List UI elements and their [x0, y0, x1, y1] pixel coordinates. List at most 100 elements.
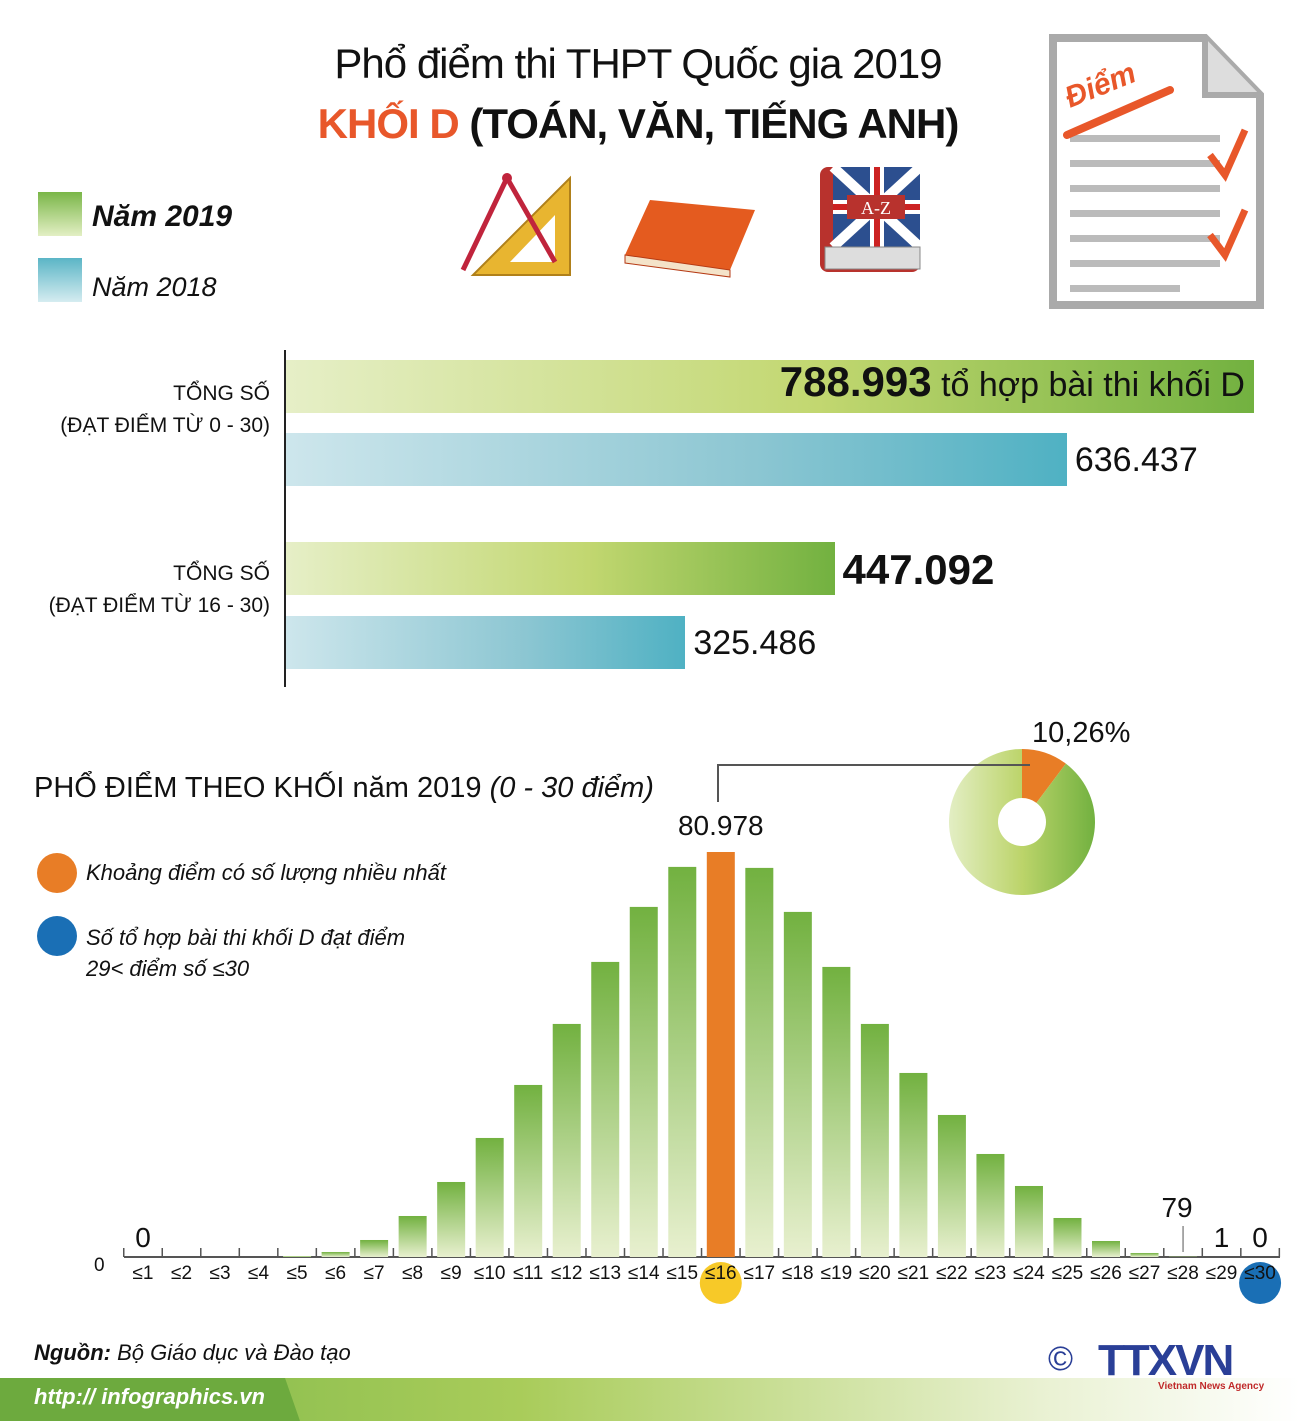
- x-tick-label: ≤30: [1244, 1263, 1276, 1284]
- legend-dot-top: [37, 916, 77, 956]
- histogram-bar: [437, 1181, 466, 1257]
- x-tick-label: ≤2: [171, 1263, 193, 1284]
- x-tick-label: ≤28: [1167, 1263, 1199, 1284]
- x-tick-label: ≤17: [743, 1263, 776, 1284]
- pie-slice: [948, 749, 1095, 895]
- x-tick-label: ≤8: [402, 1263, 424, 1284]
- bar-value-label: 636.437: [1074, 441, 1198, 479]
- histogram-bar: [321, 1251, 350, 1257]
- x-tick-label: ≤21: [897, 1263, 930, 1284]
- histogram-bar: [475, 1137, 504, 1257]
- histogram-bar: [398, 1215, 427, 1257]
- data-label: 80.978: [677, 810, 764, 841]
- histogram-bar: [1053, 1217, 1082, 1257]
- x-tick-label: ≤25: [1051, 1263, 1084, 1284]
- footer-url[interactable]: http:// infographics.vn: [34, 1384, 265, 1409]
- pie-slice: [1022, 749, 1066, 803]
- x-tick-label: ≤20: [859, 1263, 891, 1284]
- data-label: 79: [1161, 1192, 1193, 1223]
- x-tick-label: ≤26: [1090, 1263, 1122, 1284]
- histogram-title: PHỔ ĐIỂM THEO KHỐI năm 2019 (0 - 30 điểm…: [34, 772, 654, 804]
- category-label-16-30: TỔNG SỐ (ĐẠT ĐIỂM TỪ 16 - 30): [48, 562, 270, 617]
- histogram-bar: [822, 966, 851, 1257]
- pie-leader-line: [717, 764, 1030, 802]
- bar-2018-0: [286, 433, 1067, 486]
- histogram-bar: [706, 852, 735, 1257]
- subtitle-rest: (TOÁN, VĂN, TIẾNG ANH): [469, 100, 959, 147]
- histogram-bar: [745, 867, 774, 1257]
- legend-label-2019: Năm 2019: [92, 200, 233, 233]
- histogram-bar: [899, 1072, 928, 1257]
- histogram-bar: [937, 1114, 966, 1257]
- x-tick-label: ≤1: [132, 1263, 154, 1284]
- x-tick-label: ≤29: [1205, 1263, 1238, 1284]
- page-subtitle: KHỐI D (TOÁN, VĂN, TIẾNG ANH): [0, 100, 1276, 148]
- histogram-bar: [552, 1023, 581, 1257]
- ttxvn-logo-sub: Vietnam News Agency: [1158, 1381, 1265, 1392]
- legend-dot-most: [37, 853, 77, 893]
- svg-text:A-Z: A-Z: [861, 198, 891, 218]
- histogram-bar: [1130, 1252, 1159, 1257]
- x-tick-label: ≤6: [325, 1263, 347, 1284]
- x-tick-label: ≤16: [705, 1263, 737, 1284]
- histogram-bar: [668, 866, 697, 1257]
- histogram-bar: [283, 1255, 312, 1257]
- legend-swatch-2019: [38, 192, 82, 236]
- legend-label-2018: Năm 2018: [92, 272, 217, 302]
- x-tick-label: ≤5: [286, 1263, 308, 1284]
- histogram-bar: [514, 1084, 543, 1257]
- legend-label-top: Số tổ hợp bài thi khối D đạt điểm 29< điể…: [86, 925, 406, 981]
- x-tick-label: ≤3: [209, 1263, 231, 1284]
- x-tick-label: ≤7: [363, 1263, 385, 1284]
- histogram-bar: [1092, 1240, 1120, 1257]
- histogram-bar: [360, 1239, 389, 1257]
- category-label-0-30: TỔNG SỐ (ĐẠT ĐIỂM TỪ 0 - 30): [60, 382, 270, 437]
- highlight-dot: [1239, 1262, 1282, 1304]
- x-tick-label: ≤14: [627, 1263, 660, 1284]
- x-tick-label: ≤9: [440, 1263, 462, 1284]
- x-tick-label: ≤13: [589, 1263, 622, 1284]
- source: Nguồn: Bộ Giáo dục và Đào tạo: [34, 1340, 351, 1365]
- page-title: Phổ điểm thi THPT Quốc gia 2019: [334, 40, 942, 87]
- bar-2019-0: [286, 360, 1254, 413]
- url-banner: [0, 1378, 300, 1421]
- copyright-icon: ©: [1048, 1340, 1074, 1378]
- subtitle-accent: KHỐI D: [317, 100, 460, 147]
- pie-percent-label: 10,26%: [1032, 717, 1131, 749]
- histogram-bar: [860, 1023, 889, 1257]
- histogram: [122, 749, 1282, 1304]
- x-tick-label: ≤19: [820, 1263, 853, 1284]
- x-tick-label: ≤27: [1128, 1263, 1161, 1284]
- bar-value-label: 325.486: [693, 624, 817, 662]
- data-label: 0: [1252, 1222, 1268, 1253]
- total-2019-label: 788.993 tổ hợp bài thi khối D: [779, 358, 1245, 405]
- bar-value-label: 447.092: [842, 546, 995, 593]
- highlight-dot: [699, 1262, 742, 1304]
- legend-label-most: Khoảng điểm có số lượng nhiều nhất: [86, 860, 446, 885]
- histogram-bar: [1014, 1185, 1043, 1257]
- histogram-bar: [591, 961, 620, 1257]
- histogram-bar: [976, 1153, 1005, 1257]
- x-tick-label: ≤4: [248, 1263, 270, 1284]
- x-tick-label: ≤11: [513, 1263, 544, 1284]
- bar-2018-1: [286, 616, 686, 669]
- histogram-bar: [783, 911, 812, 1257]
- x-tick-label: ≤18: [782, 1263, 814, 1284]
- hbar-axis: [284, 350, 286, 687]
- english-dictionary-icon: A-Z: [820, 165, 924, 272]
- x-tick-label: ≤12: [550, 1263, 583, 1284]
- histogram-bar: [629, 906, 658, 1257]
- book-icon: [624, 200, 755, 278]
- y-zero-label: 0: [94, 1255, 105, 1276]
- x-tick-label: ≤23: [974, 1263, 1007, 1284]
- legend-swatch-2018: [38, 258, 82, 302]
- x-tick-label: ≤10: [473, 1263, 506, 1284]
- data-label: 0: [135, 1222, 151, 1253]
- x-tick-label: ≤22: [936, 1263, 968, 1284]
- score-sheet-icon: Điểm: [1049, 34, 1264, 309]
- math-tools-icon: [460, 173, 571, 276]
- x-tick-label: ≤15: [666, 1263, 699, 1284]
- ttxvn-logo: TTXVN: [1098, 1336, 1234, 1385]
- data-label: 1: [1213, 1222, 1230, 1253]
